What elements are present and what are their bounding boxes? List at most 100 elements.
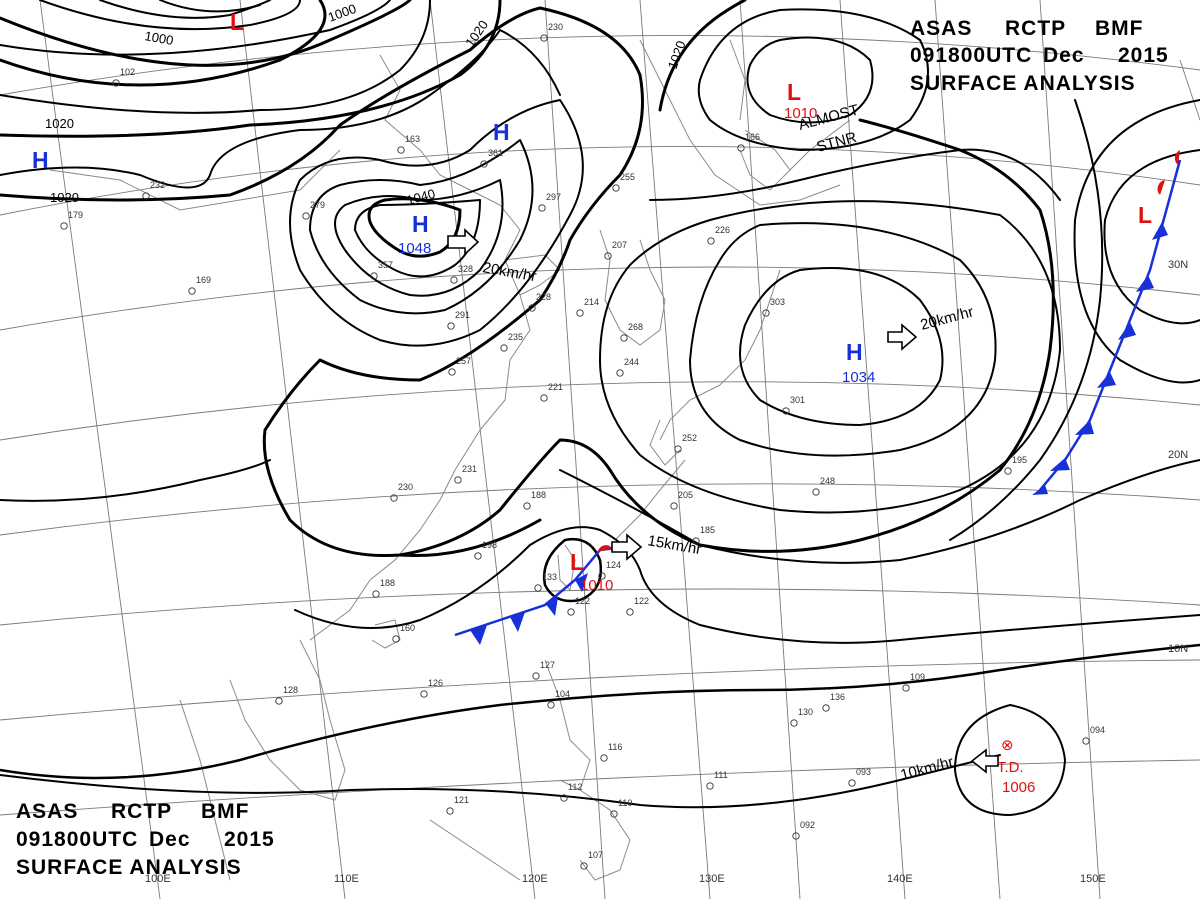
isobar-1020-ne (658, 0, 747, 112)
coast-hainan (371, 619, 401, 649)
station-marker (446, 807, 454, 815)
latitude-label: 30N (1168, 259, 1188, 271)
parallel-5n (0, 759, 1200, 816)
isobar-label: 1020 (50, 190, 79, 205)
coastlines (49, 39, 851, 881)
station-marker (604, 252, 612, 260)
low-pressure-value: 1010 (784, 105, 817, 122)
speed-label: 20km/hr (919, 303, 976, 333)
station-pressure-value: 169 (196, 275, 211, 285)
station-marker (612, 184, 620, 192)
low-letter: L (570, 549, 584, 575)
latitude-label: 10N (1168, 643, 1188, 655)
coast-sakhalin (729, 39, 746, 121)
station-marker (454, 476, 462, 484)
pressure-centres: H H H 1048 H 1034 L L 1010 L L 1010 ⊗ T.… (32, 9, 1152, 796)
isobar-trop-2 (0, 643, 1200, 780)
isobar-fe-1 (1103, 149, 1200, 325)
station-marker (706, 782, 714, 790)
fronts (454, 150, 1182, 645)
station-marker (523, 502, 531, 510)
speed-label: 15km/hr (646, 532, 702, 558)
meridian-110e (239, 0, 346, 899)
station-pressure-value: 188 (531, 490, 546, 500)
isobar-sh-1 (289, 99, 584, 347)
meridian-120e (429, 0, 536, 899)
longitude-label: 140E (887, 873, 913, 885)
longitude-label: 150E (1080, 873, 1106, 885)
parallel-35n (0, 145, 1200, 216)
station-pressure-value: 303 (770, 297, 785, 307)
cold-front-east (1039, 159, 1182, 491)
isobar-trop-1 (294, 526, 1200, 644)
station-pressure-value: 328 (458, 264, 473, 274)
latitude-label: 20N (1168, 449, 1188, 461)
station-pressure-value: 133 (542, 572, 557, 582)
speed-label: 10km/hr (899, 753, 956, 783)
meridian-145e (934, 0, 1001, 899)
arrow-1034-motion (887, 323, 918, 351)
isobar-ne-low-1 (746, 36, 874, 124)
isobar-ne-low-2 (697, 8, 929, 151)
header-region-code: BMF (201, 800, 250, 823)
header-product-code: ASAS (16, 800, 78, 823)
station-marker (528, 304, 536, 312)
station-plots: 230 102 163 279 357 361 328 291 257 235 255 297 207 2… (60, 22, 1105, 870)
isobar-sh-2 (309, 139, 534, 315)
isobar-fe-3 (949, 99, 1104, 541)
parallel-30n (0, 266, 1200, 331)
station-pressure-value: 297 (546, 192, 561, 202)
header-month: Dec (1043, 44, 1085, 67)
isobar-w-1 (0, 459, 271, 502)
isobar-nw-6 (0, 0, 431, 114)
parallel-10n (0, 659, 1200, 721)
station-pressure-value: 128 (283, 685, 298, 695)
station-pressure-value: 255 (620, 172, 635, 182)
station-marker (576, 309, 584, 317)
station-marker (397, 146, 405, 154)
arrow-td-motion (970, 748, 999, 774)
station-marker (275, 697, 283, 705)
cold-front-west-barbs (470, 573, 588, 645)
meridian-160e (1179, 59, 1200, 121)
station-pressure-value: 122 (575, 596, 590, 606)
parallel-20n (0, 483, 1200, 536)
isobar-trop-3 (0, 754, 1001, 809)
isobar-nw-7 (0, 29, 561, 189)
high-pressure-value: 1048 (398, 240, 431, 257)
station-pressure-value: 136 (830, 692, 845, 702)
header-station-code: RCTP (1005, 17, 1066, 40)
station-pressure-value: 235 (508, 332, 523, 342)
low-pressure-value: 1010 (580, 577, 613, 594)
station-marker (610, 810, 618, 818)
station-marker (620, 334, 628, 342)
isobar-w-2 (559, 459, 1200, 564)
station-marker (500, 344, 508, 352)
coast-china-east (309, 54, 531, 641)
isobar-label: 1020 (45, 116, 74, 131)
station-pressure-value: 230 (398, 482, 413, 492)
station-pressure-value: 126 (428, 678, 443, 688)
station-pressure-value: 110 (618, 798, 632, 808)
station-pressure-value: 121 (454, 795, 469, 805)
station-marker (474, 552, 482, 560)
longitude-label: 100E (145, 873, 171, 885)
isobar-jh-2 (689, 222, 997, 457)
isobar-fe-2 (1073, 99, 1200, 384)
coast-indochina (229, 639, 346, 801)
coast-japan-kyushu (649, 419, 681, 466)
td-pressure: 1006 (1002, 779, 1035, 796)
cold-front-east-barbs (1032, 222, 1168, 495)
station-marker (547, 701, 555, 709)
coast-philippines-luzon (544, 659, 591, 791)
station-marker (142, 192, 150, 200)
station-pressure-value: 092 (800, 820, 815, 830)
station-pressure-value: 248 (820, 476, 835, 486)
station-pressure-value: 231 (462, 464, 477, 474)
isobar-w-3 (398, 518, 542, 558)
station-marker (372, 590, 380, 598)
isobar-label: 1040 (405, 186, 437, 208)
station-pressure-value: 230 (548, 22, 563, 32)
